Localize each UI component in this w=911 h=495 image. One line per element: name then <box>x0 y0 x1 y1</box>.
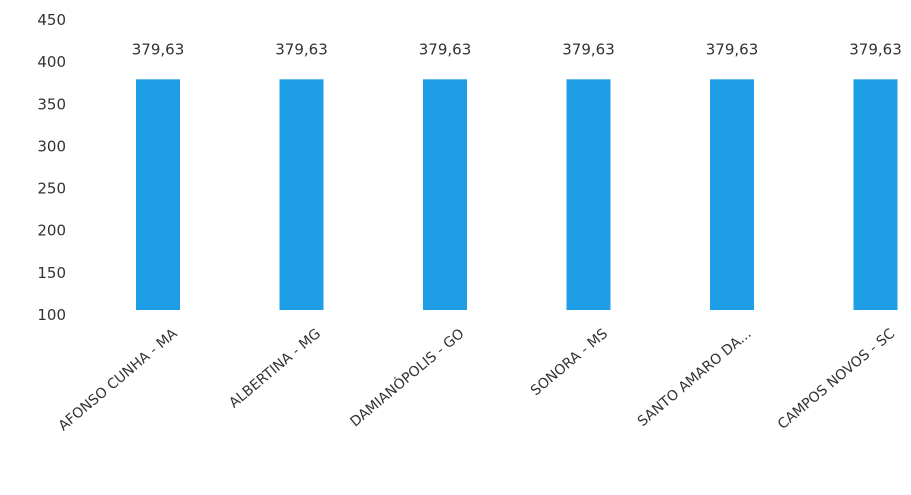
bar <box>279 79 324 310</box>
bar <box>566 79 611 310</box>
data-label: 379,63 <box>706 40 759 58</box>
y-tick-label: 150 <box>37 264 66 282</box>
data-label: 379,63 <box>275 40 328 58</box>
x-tick-label: CAMPOS NOVOS - SC <box>775 326 898 433</box>
x-tick-label: SONORA - MS <box>528 326 611 399</box>
data-label: 379,63 <box>849 40 902 58</box>
x-axis: AFONSO CUNHA - MA ALBERTINA - MG DAMIANÓPO… <box>56 324 899 434</box>
x-tick-label: DAMIANÓPOLIS - GO <box>346 324 467 430</box>
data-label: 379,63 <box>132 40 185 58</box>
x-tick-label: AFONSO CUNHA - MA <box>56 326 181 435</box>
y-tick-label: 250 <box>37 180 66 198</box>
y-tick-label: 350 <box>37 95 66 113</box>
y-tick-label: 100 <box>37 306 66 324</box>
data-label: 379,63 <box>562 40 615 58</box>
y-tick-label: 450 <box>37 11 66 29</box>
y-tick-label: 300 <box>37 137 66 155</box>
bar <box>423 79 467 310</box>
bar <box>710 79 754 310</box>
x-tick-label: ALBERTINA - MG <box>226 326 324 412</box>
data-label: 379,63 <box>419 40 472 58</box>
bars <box>136 79 898 310</box>
y-tick-label: 200 <box>37 222 66 240</box>
data-labels: 379,63 379,63 379,63 379,63 379,63 379,63 <box>132 40 902 58</box>
x-tick-label: SANTO AMARO DA... <box>635 326 755 430</box>
bar <box>853 79 898 310</box>
y-axis: 100 150 200 250 300 350 400 450 <box>37 11 66 324</box>
bar <box>136 79 180 310</box>
y-tick-label: 400 <box>37 53 66 71</box>
